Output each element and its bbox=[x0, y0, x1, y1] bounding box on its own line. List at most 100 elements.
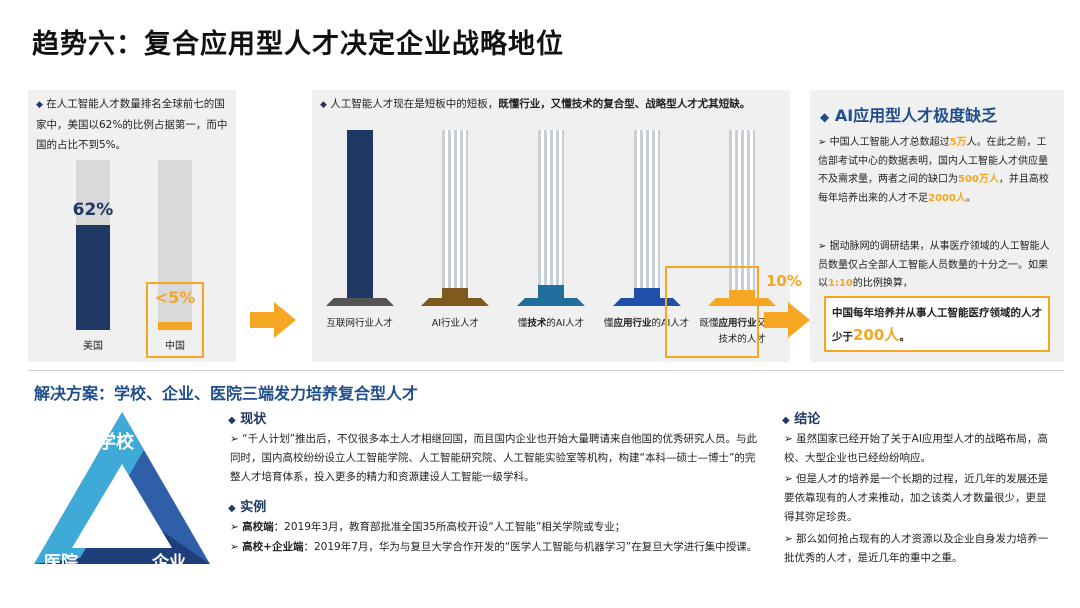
panel3-heading: AI应用型人才极度缺乏 bbox=[834, 106, 998, 125]
arrow-bullet-icon: ➢ bbox=[818, 241, 827, 252]
talent-bar-track bbox=[538, 130, 564, 298]
hospital-label: 医院 bbox=[44, 553, 78, 573]
conclusion-2: ➢ 但是人才的培养是一个长期的过程，近几年的发展还是要依靠现有的人才来推动，加之… bbox=[784, 470, 1050, 527]
arrow-bullet-icon: ➢ bbox=[784, 433, 793, 445]
arrow-bullet-icon: ➢ bbox=[784, 533, 793, 545]
talent-bar-fill bbox=[633, 287, 660, 298]
arrow-bullet-icon: ➢ bbox=[784, 473, 793, 485]
talent-bar-track bbox=[442, 130, 469, 298]
talent-bar-label: 懂应用行业的AI人才 bbox=[603, 318, 690, 329]
section-divider bbox=[28, 370, 1064, 371]
case-2: ➢ 高校+企业端：2019年7月，华为与复旦大学合作开发的“医学人工智能与机器学… bbox=[230, 538, 760, 557]
cn-bar-track bbox=[158, 160, 192, 330]
talent-bar-label: 懂技术的AI人才 bbox=[517, 318, 585, 329]
page-title: 趋势六：复合应用型人才决定企业战略地位 bbox=[32, 29, 564, 60]
p1-a: 中国人工智能人才总数超过 bbox=[829, 137, 950, 148]
talent-bar-base bbox=[612, 298, 681, 306]
talent-bar-base bbox=[517, 298, 585, 306]
talent-bar-fill bbox=[538, 284, 564, 298]
p1-highlight-50k: 5万 bbox=[949, 137, 967, 148]
right-arrow-icon bbox=[764, 302, 812, 338]
talent-bar-base bbox=[421, 298, 490, 306]
case1-text: ：2019年3月，教育部批准全国35所高校开设“人工智能”相关学院或专业； bbox=[273, 521, 626, 533]
right-arrow-icon bbox=[250, 302, 298, 338]
diamond-bullet-icon: ◆ bbox=[228, 503, 236, 514]
conclusion-2-text: 但是人才的培养是一个长期的过程，近几年的发展还是要依靠现有的人才来推动，加之该类… bbox=[784, 473, 1049, 523]
conclusion-1-text: 虽然国家已经开始了关于AI应用型人才的战略布局，高校、大型企业也已经纷纷响应。 bbox=[784, 433, 1048, 464]
case-1: ➢ 高校端：2019年3月，教育部批准全国35所高校开设“人工智能”相关学院或专… bbox=[230, 518, 760, 537]
conclusion-1: ➢ 虽然国家已经开始了关于AI应用型人才的战略布局，高校、大型企业也已经纷纷响应… bbox=[784, 430, 1050, 468]
cn-label: 中国 bbox=[165, 341, 185, 352]
status-text: “千人计划”推出后，不仅很多本土人才相继回国，而且国内企业也开始大量聘请来自他国… bbox=[230, 433, 758, 483]
cn-value-label: <5% bbox=[154, 288, 196, 307]
diamond-bullet-icon: ◆ bbox=[36, 100, 43, 110]
diamond-bullet-icon: ◆ bbox=[782, 415, 790, 426]
panel-country-share: ◆ 在人工智能人才数量排名全球前七的国家中，美国以62%的比例占据第一，而中国的… bbox=[28, 90, 236, 362]
p2-a: 据动脉网的调研结果，从事医疗领域的人工智能人员数量仅占全部人工智能人员数量的十分… bbox=[818, 241, 1050, 289]
case2-text: ：2019年7月，华为与复旦大学合作开发的“医学人工智能与机器学习”在复旦大学进… bbox=[303, 541, 758, 553]
p1-highlight-5m: 500万人 bbox=[958, 174, 999, 185]
ten-percent-label: 10% bbox=[766, 272, 802, 290]
p1-highlight-2000: 2000人 bbox=[928, 192, 966, 204]
conclusion-heading-block: ◆ 结论 bbox=[782, 408, 820, 427]
box-highlight-200: 200人 bbox=[853, 326, 900, 344]
cases-heading: 实例 bbox=[240, 500, 267, 515]
panel1-text-block: ◆ 在人工智能人才数量排名全球前七的国家中，美国以62%的比例占据第一，而中国的… bbox=[36, 94, 228, 155]
enterprise-label: 企业 bbox=[152, 553, 186, 573]
panel3-highlight-box: 中国每年培养并从事人工智能医疗领域的人才少于200人。 bbox=[824, 296, 1050, 352]
arrow-bullet-icon: ➢ bbox=[230, 521, 239, 533]
panel-ai-application-shortage: ◆ AI应用型人才极度缺乏 ➢ 中国人工智能人才总数超过5万人。在此之前，工信部… bbox=[810, 90, 1064, 362]
panel-talent-shortage: ◆ 人工智能人才现在是短板中的短板，既懂行业，又懂技术的复合型、战略型人才尤其短… bbox=[312, 90, 790, 362]
us-bar-track bbox=[76, 160, 110, 330]
diamond-bullet-icon: ◆ bbox=[820, 110, 830, 124]
p1-e: ，并且高校每年培养出来的人才不足 bbox=[818, 174, 1049, 204]
cn-highlight-box bbox=[146, 282, 204, 358]
talent-bar-label: 互联网行业人才 bbox=[326, 318, 394, 329]
panel2-text-block: ◆ 人工智能人才现在是短板中的短板，既懂行业，又懂技术的复合型、战略型人才尤其短… bbox=[320, 94, 788, 115]
talent-bar-fill bbox=[729, 290, 756, 298]
us-value-label: 62% bbox=[72, 200, 114, 220]
talent-bar-track bbox=[633, 130, 660, 298]
diamond-bullet-icon: ◆ bbox=[228, 415, 236, 426]
p1-g: 。 bbox=[965, 192, 976, 204]
talent-bar-fill bbox=[442, 287, 469, 298]
triangle-inner-hole bbox=[72, 464, 172, 548]
solution-title: 解决方案：学校、企业、医院三端发力培养复合型人才 bbox=[34, 384, 419, 403]
box-c: 。 bbox=[899, 331, 910, 343]
talent-bar-base bbox=[708, 298, 777, 306]
status-paragraph: ➢ “千人计划”推出后，不仅很多本土人才相继回国，而且国内企业也开始大量聘请来自… bbox=[230, 430, 760, 487]
talent-bar-label: AI行业人才 bbox=[431, 318, 480, 329]
panel2-text-bold: 既懂行业，又懂技术的复合型、战略型人才尤其短缺。 bbox=[498, 98, 751, 110]
school-label: 学校 bbox=[98, 432, 134, 453]
box-a: 中国每年培养并从事人工智能医疗领域的人才少于 bbox=[832, 307, 1042, 343]
panel3-para1: ➢ 中国人工智能人才总数超过5万人。在此之前，工信部考试中心的数据表明，国内人工… bbox=[818, 134, 1050, 208]
talent-bar-track bbox=[729, 130, 756, 298]
conclusion-3-text: 那么如何抢占现有的人才资源以及企业自身发力培养一批优秀的人才，是近几年的重中之重… bbox=[784, 533, 1049, 564]
case2-label: 高校+企业端 bbox=[242, 541, 304, 553]
hospital-segment bbox=[34, 412, 144, 564]
cn-bar-fill bbox=[158, 321, 192, 330]
p2-highlight-ratio: 1:10 bbox=[828, 278, 853, 289]
p1-c: 人。在此之前，工信部考试中心的数据表明，国内人工智能人才供应量不及需求量，两者之… bbox=[818, 137, 1048, 185]
us-label: 美国 bbox=[83, 341, 103, 352]
status-heading: 现状 bbox=[240, 412, 267, 427]
cases-heading-block: ◆ 实例 bbox=[228, 496, 266, 515]
arrow-bullet-icon: ➢ bbox=[230, 433, 239, 445]
conclusion-heading: 结论 bbox=[794, 412, 821, 427]
conclusion-3: ➢ 那么如何抢占现有的人才资源以及企业自身发力培养一批优秀的人才，是近几年的重中… bbox=[784, 530, 1050, 568]
talent-bar-chart bbox=[312, 120, 790, 306]
case1-label: 高校端 bbox=[242, 521, 274, 533]
arrow-bullet-icon: ➢ bbox=[818, 137, 827, 148]
composite-talent-highlight-box bbox=[665, 266, 759, 358]
three-party-triangle-diagram bbox=[34, 412, 210, 564]
talent-bar-fill bbox=[346, 130, 373, 298]
arrow-bullet-icon: ➢ bbox=[230, 541, 239, 553]
us-bar-fill bbox=[76, 224, 110, 330]
panel1-text: 在人工智能人才数量排名全球前七的国家中，美国以62%的比例占据第一，而中国的占比… bbox=[36, 98, 228, 151]
panel3-heading-block: ◆ AI应用型人才极度缺乏 bbox=[820, 102, 997, 126]
panel2-text-plain: 人工智能人才现在是短板中的短板， bbox=[330, 98, 499, 110]
talent-bar-base bbox=[325, 298, 394, 306]
diamond-bullet-icon: ◆ bbox=[320, 100, 327, 110]
status-heading-block: ◆ 现状 bbox=[228, 408, 266, 427]
panel3-para2: ➢ 据动脉网的调研结果，从事医疗领域的人工智能人员数量仅占全部人工智能人员数量的… bbox=[818, 238, 1050, 294]
